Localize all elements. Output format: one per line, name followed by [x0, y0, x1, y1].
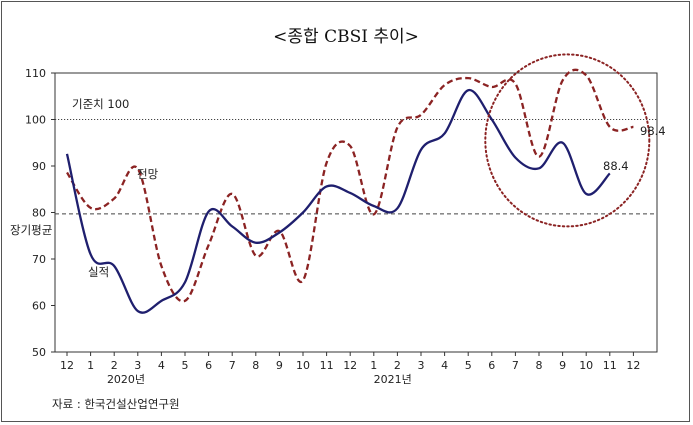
x-tick-label: 2: [394, 359, 401, 372]
forecast-series-line: [66, 68, 634, 303]
y-tick-label: 60: [32, 300, 46, 313]
x-tick-label: 2: [111, 359, 118, 372]
labels-group: 기준치 100 장기평균 전망 실적 98.4 88.4 자료 : 한국건설산업…: [10, 97, 666, 411]
x-tick-label: 7: [512, 359, 519, 372]
plot-area-border: [54, 72, 658, 353]
x-tick-label: 4: [158, 359, 165, 372]
actual-series-line: [65, 89, 611, 314]
x-tick-label: 3: [134, 359, 141, 372]
x-tick-label: 11: [603, 359, 617, 372]
x-tick-label: 3: [418, 359, 425, 372]
x-tick-label: 10: [296, 359, 310, 372]
forecast-series-label: 전망: [137, 167, 159, 181]
highlight-circle: [484, 53, 651, 228]
x-tick-label: 7: [229, 359, 236, 372]
reference-lines: [55, 119, 657, 215]
x-tick-label: 11: [320, 359, 334, 372]
x-tick-label: 1: [370, 359, 377, 372]
x-tick-label: 5: [465, 359, 472, 372]
x-tick-label: 5: [182, 359, 189, 372]
x-tick-label: 9: [559, 359, 566, 372]
y-tick-label: 100: [25, 114, 46, 127]
y-tick-label: 80: [32, 207, 46, 220]
x-tick-label: 8: [252, 359, 259, 372]
y-tick-label: 50: [32, 346, 46, 359]
baseline-label: 기준치 100: [72, 97, 129, 111]
x-tick-label: 1: [87, 359, 94, 372]
x-tick-label: 6: [488, 359, 495, 372]
x-tick-label: 12: [60, 359, 74, 372]
series-group: [65, 53, 651, 314]
chart-title: <종합 CBSI 추이>: [273, 27, 419, 47]
x-tick-label: 8: [536, 359, 543, 372]
x-tick-label: 6: [205, 359, 212, 372]
y-tick-label: 70: [32, 253, 46, 266]
x-tick-label: 9: [276, 359, 283, 372]
y-tick-label: 90: [32, 160, 46, 173]
x-tick-label: 10: [579, 359, 593, 372]
year-label: 2020년: [107, 373, 145, 386]
source-note: 자료 : 한국건설산업연구원: [52, 397, 180, 411]
actual-series-label: 실적: [88, 265, 109, 279]
year-label: 2021년: [374, 373, 412, 386]
forecast-end-value-label: 98.4: [640, 124, 666, 138]
actual-end-value-label: 88.4: [603, 159, 629, 173]
x-tick-label: 12: [626, 359, 640, 372]
x-tick-label: 4: [441, 359, 448, 372]
x-tick-label: 12: [343, 359, 357, 372]
y-tick-label: 110: [25, 67, 46, 80]
long-term-average-label: 장기평균: [10, 223, 52, 237]
